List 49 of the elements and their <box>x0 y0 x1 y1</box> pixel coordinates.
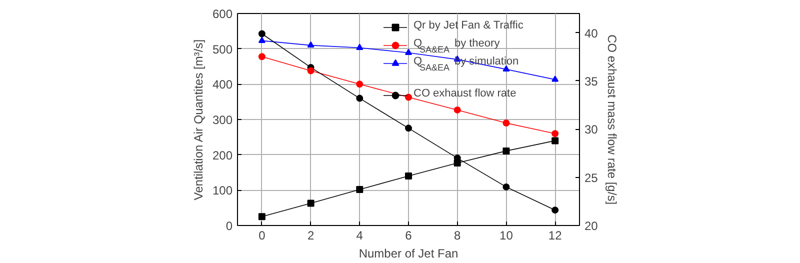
x-tick-label: 12 <box>548 228 562 242</box>
point <box>405 124 412 132</box>
point <box>552 206 559 214</box>
point <box>552 130 559 138</box>
y2-axis-title: CO exhaust mass flow rate [g/s] <box>604 34 619 205</box>
y2-tick-label: 25 <box>584 170 598 185</box>
legend-label: Qr by Jet Fan & Traffic <box>414 20 524 32</box>
y2-tick-label: 35 <box>584 74 598 88</box>
point <box>356 80 364 88</box>
y-axis-title: Ventilation Air Quantites [m³/s] <box>191 39 206 200</box>
point <box>356 44 364 50</box>
legend-label: CO exhaust flow rate <box>414 88 516 100</box>
point <box>356 94 364 102</box>
x-tick-label: 2 <box>307 228 314 242</box>
point <box>405 48 412 55</box>
point <box>405 94 412 101</box>
point <box>454 106 461 114</box>
point <box>307 41 314 48</box>
y2-tick-label: 30 <box>584 122 598 137</box>
point <box>502 120 510 127</box>
x-tick-label: 8 <box>454 228 462 242</box>
point <box>258 213 266 220</box>
y-tick-label: 400 <box>212 78 233 92</box>
point <box>502 147 510 154</box>
point <box>502 183 510 190</box>
point <box>552 137 559 144</box>
y-tick-label: 500 <box>212 42 233 56</box>
y2-tick-label: 20 <box>584 219 598 233</box>
y-tick-label: 300 <box>212 113 233 127</box>
y-tick-label: 0 <box>226 219 233 233</box>
x-tick-label: 4 <box>356 228 364 242</box>
x-tick-label: 0 <box>258 228 266 242</box>
y-tick-label: 600 <box>212 7 233 21</box>
point <box>356 186 364 193</box>
point <box>405 172 412 180</box>
x-tick-label: 10 <box>500 228 514 242</box>
x-tick-label: 6 <box>405 228 412 242</box>
y2-tick-label: 40 <box>584 26 598 40</box>
point <box>502 65 510 72</box>
y-tick-label: 100 <box>212 184 233 198</box>
point <box>307 67 314 74</box>
point <box>552 76 559 82</box>
point <box>307 200 314 207</box>
x-axis-title: Number of Jet Fan <box>358 246 458 260</box>
y-tick-label: 200 <box>212 148 233 162</box>
point <box>258 53 266 60</box>
point <box>258 30 266 38</box>
point <box>258 36 266 43</box>
point <box>454 159 461 166</box>
